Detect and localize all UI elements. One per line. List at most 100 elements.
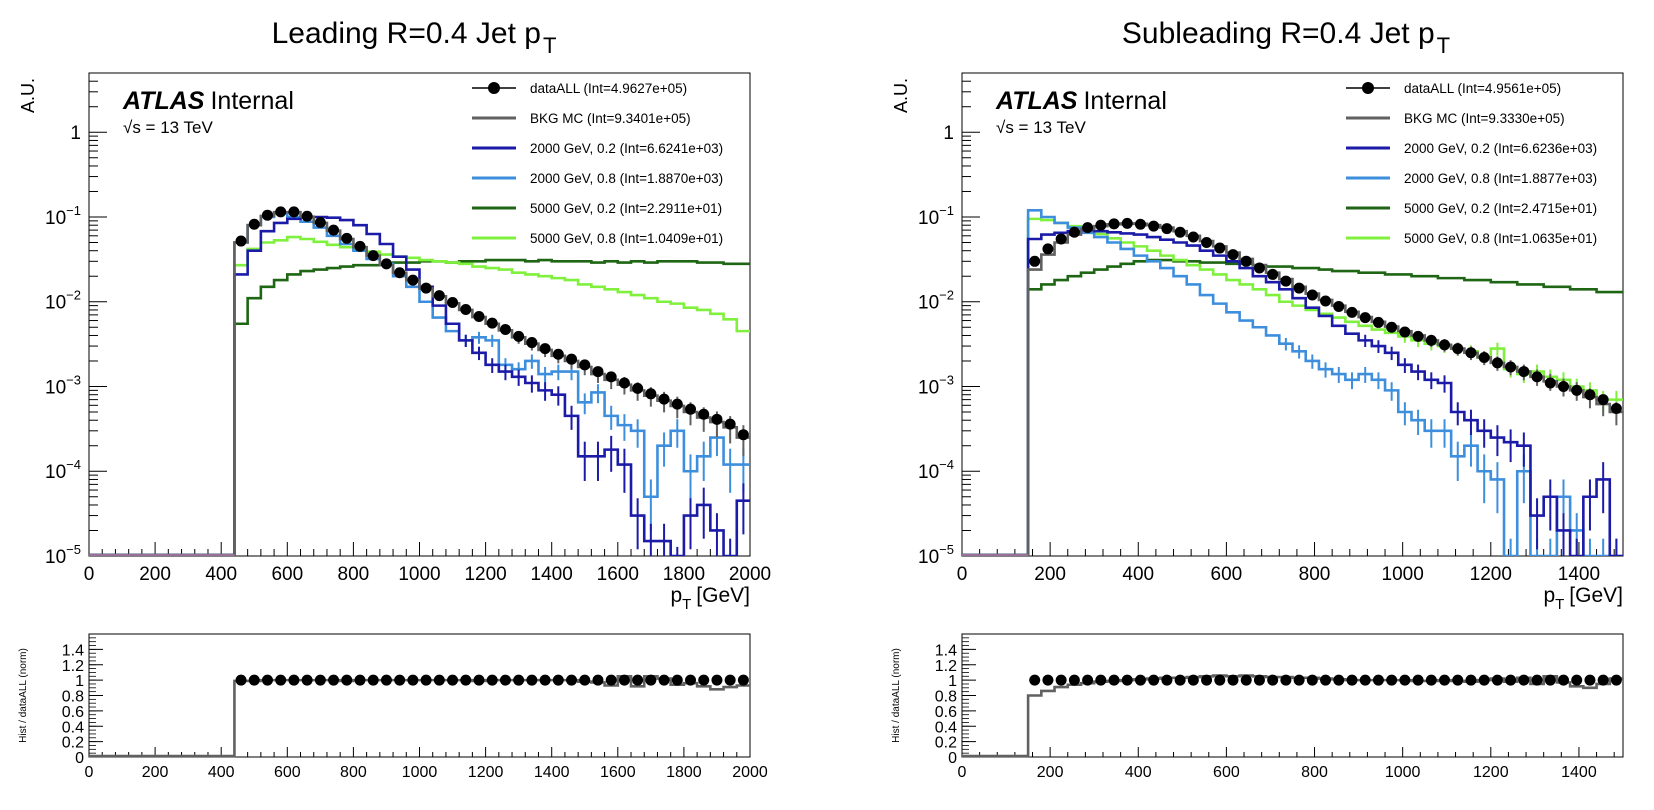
data-point (618, 377, 630, 389)
ratio-data-point (1095, 674, 1107, 686)
y-tick-base: 10 (918, 547, 939, 568)
ratio-data-point (380, 674, 392, 686)
ratio-mc-step (962, 674, 1623, 758)
ratio-data-point (1558, 674, 1570, 686)
data-point (433, 290, 445, 302)
ratio-data-point (1214, 674, 1226, 686)
ratio-y-tick-label: 0.8 (935, 689, 957, 706)
atlas-label-status: Internal (210, 87, 293, 115)
ratio-y-tick-label: 0 (948, 750, 957, 767)
series-1 (89, 206, 749, 556)
legend-label: 5000 GeV, 0.2 (Int=2.4715e+01) (1404, 201, 1597, 216)
y-tick-exponent: −1 (66, 203, 81, 218)
ratio-data-point (1227, 674, 1239, 686)
data-point (539, 343, 551, 355)
y-tick-base: 10 (45, 293, 66, 314)
data-point (1082, 222, 1094, 234)
legend-label: 2000 GeV, 0.2 (Int=6.6236e+03) (1404, 141, 1597, 156)
data-point (314, 217, 326, 229)
ratio-data-point (314, 674, 326, 686)
ratio-data-point (1055, 674, 1067, 686)
ratio-x-tick-label: 400 (1125, 764, 1152, 781)
data-point (499, 324, 511, 336)
data-point (1372, 316, 1384, 328)
data-point (1240, 255, 1252, 267)
ratio-y-tick-label: 1 (948, 673, 957, 690)
ratio-data-point (248, 674, 260, 686)
series-layer (962, 208, 1623, 556)
x-tick-label: 200 (139, 564, 171, 585)
data-point (1280, 275, 1292, 287)
series-1 (962, 217, 1622, 556)
data-point (513, 330, 525, 342)
ratio-plot-frame (88, 633, 751, 758)
y-tick-base: 10 (45, 547, 66, 568)
legend-label: 5000 GeV, 0.8 (Int=1.0635e+01) (1404, 231, 1597, 246)
ratio-data-point (1293, 674, 1305, 686)
y-tick-base: 10 (45, 208, 66, 229)
atlas-label: ATLAS Internal (995, 87, 1167, 115)
ratio-x-tick-label: 800 (340, 764, 367, 781)
ratio-y-tick-label: 1.4 (935, 642, 957, 659)
ratio-data-point (1346, 674, 1358, 686)
x-axis-label-subscript: T (1555, 596, 1564, 613)
ratio-mc-step (89, 674, 750, 758)
ratio-data-point (1491, 674, 1503, 686)
y-tick-exponent: −5 (66, 542, 81, 557)
ratio-data-point (1134, 674, 1146, 686)
data-point (460, 303, 472, 315)
ratio-data-point (1161, 674, 1173, 686)
ratio-y-tick-label: 0.2 (935, 735, 957, 752)
data-point (288, 206, 300, 218)
ratio-data-point (658, 674, 670, 686)
x-axis-label-subscript: T (682, 596, 691, 613)
data-point (1306, 289, 1318, 301)
legend: dataALL (Int=4.9627e+05) BKG MC (Int=9.34… (472, 81, 723, 246)
ratio-data-point (328, 674, 340, 686)
ratio-data-point (1068, 674, 1080, 686)
data-point (1293, 282, 1305, 294)
data-point (261, 209, 273, 221)
data-point (1478, 351, 1490, 363)
series-4 (89, 212, 750, 556)
ratio-data-point (632, 674, 644, 686)
ratio-data-point (486, 674, 498, 686)
data-point (420, 282, 432, 294)
ratio-y-tick-label: 1.2 (62, 658, 84, 675)
series-step-line (89, 235, 750, 556)
data-point (1584, 389, 1596, 401)
ratio-data-point (1108, 674, 1120, 686)
ratio-data-point (579, 674, 591, 686)
y-tick-label: 10−2 (45, 288, 81, 314)
ratio-y-tick-label: 0.6 (62, 704, 84, 721)
ratio-x-tick-label: 200 (1037, 764, 1064, 781)
series-3 (962, 228, 1623, 556)
ratio-data-point (711, 674, 723, 686)
ratio-data-point (1267, 674, 1279, 686)
ratio-x-tick-label: 600 (274, 764, 301, 781)
ratio-y-tick-label: 0.8 (62, 689, 84, 706)
data-point (1267, 268, 1279, 280)
x-tick-label: 1600 (597, 564, 639, 585)
ratio-y-axis-label: Hist / dataALL (norm) (18, 648, 29, 743)
x-tick-label: 600 (271, 564, 303, 585)
ratio-data-point (341, 674, 353, 686)
data-point (1359, 312, 1371, 324)
ratio-x-tick-label: 1200 (468, 764, 504, 781)
ratio-data-point (460, 674, 472, 686)
x-tick-label: 1000 (398, 564, 440, 585)
ratio-x-tick-label: 2000 (732, 764, 768, 781)
ratio-x-tick-label: 1000 (402, 764, 438, 781)
ratio-data-point (737, 674, 749, 686)
ratio-data-point (1240, 674, 1252, 686)
data-point (698, 408, 710, 420)
legend-marker (488, 82, 500, 94)
series-5 (89, 258, 750, 556)
data-point (1597, 394, 1609, 406)
series-2 (962, 222, 1623, 556)
x-axis-label: pT [GeV] (670, 584, 750, 613)
x-tick-label: 1000 (1382, 564, 1424, 585)
ratio-data-point (367, 674, 379, 686)
y-tick-label: 10−3 (918, 372, 954, 398)
ratio-x-tick-label: 600 (1213, 764, 1240, 781)
